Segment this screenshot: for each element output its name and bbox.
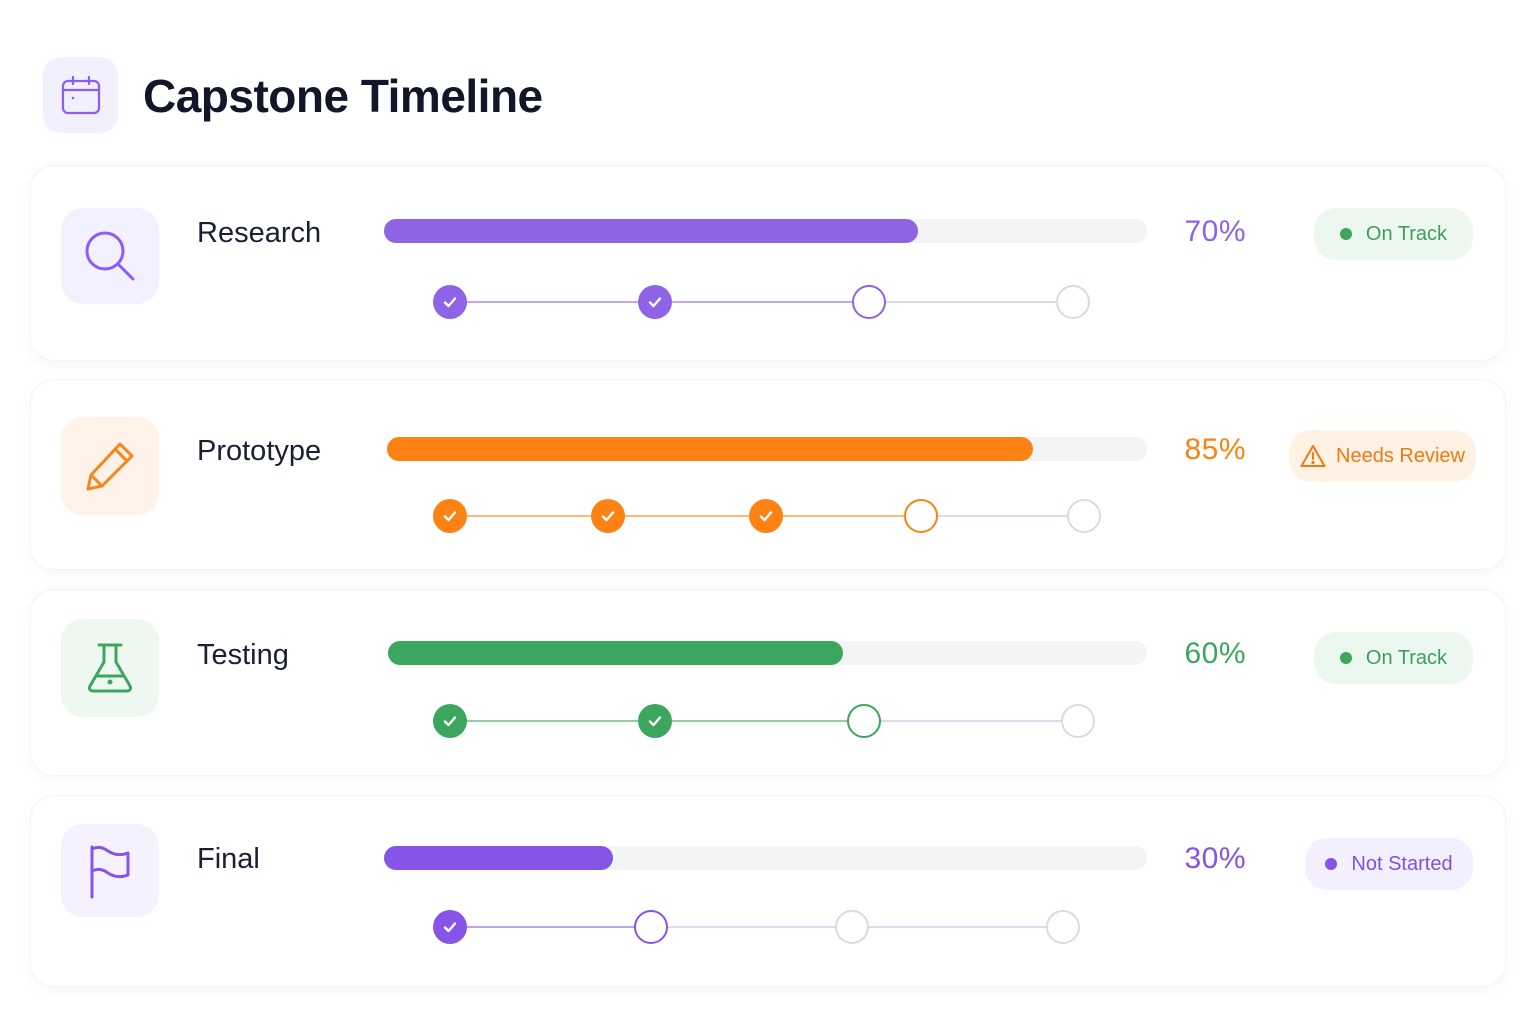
milestone-pending[interactable]	[1046, 910, 1080, 944]
progress-track	[387, 437, 1147, 461]
milestone-complete-check-icon[interactable]	[433, 499, 467, 533]
milestone-complete-check-icon[interactable]	[749, 499, 783, 533]
stage-label: Final	[197, 843, 260, 875]
milestone-track	[433, 284, 1090, 320]
progress-fill	[388, 641, 844, 665]
milestone-current[interactable]	[847, 704, 881, 738]
status-dot-icon	[1339, 228, 1352, 240]
milestone-complete-check-icon[interactable]	[433, 285, 467, 319]
milestone-line-pending	[869, 301, 1073, 303]
progress-fill	[384, 219, 919, 243]
status-badge: On Track	[1314, 632, 1473, 684]
flask-icon	[61, 619, 159, 717]
milestone-complete-check-icon[interactable]	[433, 704, 467, 738]
stage-label: Testing	[197, 639, 289, 671]
progress-fill	[384, 846, 613, 870]
progress-fill	[387, 437, 1033, 461]
progress-percent: 85%	[1184, 433, 1246, 466]
progress-track	[388, 641, 1147, 665]
progress-percent: 70%	[1184, 215, 1246, 248]
stage-label: Research	[197, 217, 322, 249]
status-badge: Needs Review	[1289, 430, 1476, 482]
search-icon	[61, 208, 159, 304]
progress-track	[384, 846, 1147, 870]
status-badge: Not Started	[1305, 838, 1473, 890]
milestone-current[interactable]	[852, 285, 886, 319]
status-label: Not Started	[1351, 852, 1453, 875]
milestone-line-pending	[921, 515, 1084, 517]
status-label: On Track	[1365, 646, 1448, 669]
warning-triangle-icon	[1300, 444, 1326, 468]
progress-percent: 60%	[1184, 637, 1246, 670]
pencil-icon	[61, 417, 159, 515]
milestone-complete-check-icon[interactable]	[638, 285, 672, 319]
milestone-current[interactable]	[634, 910, 668, 944]
calendar-icon	[43, 57, 118, 133]
stage-card-final[interactable]: Final 30% Not Started	[30, 795, 1506, 987]
milestone-complete-check-icon[interactable]	[433, 910, 467, 944]
stage-card-testing[interactable]: Testing 60% On Track	[30, 589, 1506, 776]
milestone-complete-check-icon[interactable]	[591, 499, 625, 533]
status-dot-icon	[1339, 652, 1352, 664]
milestone-pending[interactable]	[1056, 285, 1090, 319]
stage-card-research[interactable]: Research 70% On Track	[30, 165, 1506, 361]
milestone-pending[interactable]	[1067, 499, 1101, 533]
milestone-track	[433, 909, 1081, 945]
milestone-line-complete	[450, 926, 651, 928]
status-dot-icon	[1325, 858, 1338, 870]
milestone-track	[433, 498, 1101, 534]
milestone-complete-check-icon[interactable]	[638, 704, 672, 738]
milestone-pending[interactable]	[835, 910, 869, 944]
status-label: On Track	[1365, 222, 1448, 245]
stage-card-prototype[interactable]: Prototype 85% Needs Review	[30, 379, 1506, 570]
milestone-current[interactable]	[904, 499, 938, 533]
status-label: Needs Review	[1336, 444, 1465, 467]
status-badge: On Track	[1314, 208, 1473, 260]
stage-label: Prototype	[197, 435, 322, 467]
page-title: Capstone Timeline	[143, 70, 543, 122]
milestone-track	[433, 703, 1095, 739]
milestone-line-pending	[864, 720, 1078, 722]
milestone-pending[interactable]	[1061, 704, 1095, 738]
progress-percent: 30%	[1184, 842, 1246, 875]
flag-icon	[61, 824, 159, 917]
milestone-line-complete	[450, 515, 921, 517]
progress-track	[384, 219, 1147, 243]
